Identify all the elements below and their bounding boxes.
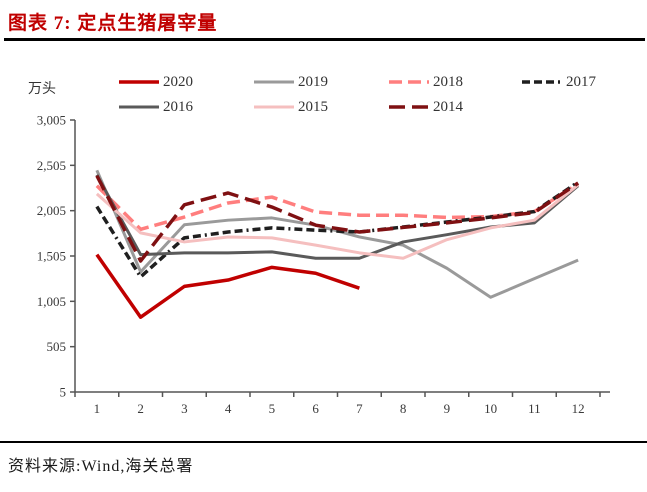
source-divider — [0, 441, 647, 443]
x-tick-label: 11 — [528, 401, 541, 416]
legend-label-2014: 2014 — [433, 98, 463, 115]
source-note: 资料来源:Wind,海关总署 — [8, 458, 194, 475]
series-line-2020 — [95, 253, 360, 319]
chart-legend: 2020 2019 2018 2017 2016 2015 2014 — [118, 74, 641, 115]
axes — [70, 119, 610, 397]
legend-label-2019: 2019 — [298, 73, 328, 90]
legend-line-swatch-2014 — [389, 105, 429, 109]
x-tick-label: 6 — [312, 401, 319, 416]
y-tick-label: 2,005 — [37, 203, 66, 218]
legend-label-2015: 2015 — [298, 98, 328, 115]
x-tick-label: 4 — [225, 401, 232, 416]
legend-label-2018: 2018 — [433, 73, 463, 90]
legend-line-swatch-2017 — [522, 80, 562, 84]
legend-label-2017: 2017 — [566, 73, 596, 90]
legend-item-2020: 2020 — [118, 74, 253, 90]
legend-item-2015: 2015 — [253, 99, 388, 115]
x-tick-label: 12 — [572, 401, 585, 416]
y-tick-label: 5 — [60, 385, 67, 400]
y-axis-unit-label: 万头 — [28, 82, 56, 97]
series-line-2015 — [95, 183, 580, 260]
x-tick-label: 9 — [444, 401, 451, 416]
x-tick-label: 2 — [137, 401, 144, 416]
series-line-2019 — [95, 169, 579, 299]
x-tick-label: 3 — [181, 401, 188, 416]
legend-item-2016: 2016 — [118, 99, 253, 115]
legend-item-2017: 2017 — [521, 74, 641, 90]
series-line-2014 — [95, 174, 580, 263]
legend-line-swatch-2015 — [254, 105, 294, 109]
x-tick-label: 5 — [269, 401, 276, 416]
legend-label-2016: 2016 — [163, 98, 193, 115]
legend-line-swatch-2016 — [119, 105, 159, 109]
legend-item-2018: 2018 — [388, 74, 521, 90]
title-divider — [4, 38, 645, 41]
x-tick-label: 7 — [356, 401, 363, 416]
y-tick-label: 505 — [47, 339, 67, 354]
x-tick-label: 10 — [484, 401, 497, 416]
y-tick-label: 1,505 — [37, 249, 66, 264]
legend-item-2019: 2019 — [253, 74, 388, 90]
legend-label-2020: 2020 — [163, 73, 193, 90]
y-tick-label: 1,005 — [37, 294, 66, 309]
figure-title: 图表 7: 定点生猪屠宰量 — [8, 13, 218, 34]
x-tick-label: 8 — [400, 401, 407, 416]
y-tick-label: 2,505 — [37, 158, 66, 173]
legend-item-2014: 2014 — [388, 99, 521, 115]
legend-line-swatch-2018 — [389, 80, 429, 84]
y-tick-label: 3,005 — [37, 113, 66, 128]
legend-line-swatch-2020 — [119, 80, 159, 84]
legend-line-swatch-2019 — [254, 80, 294, 84]
x-tick-label: 1 — [94, 401, 101, 416]
